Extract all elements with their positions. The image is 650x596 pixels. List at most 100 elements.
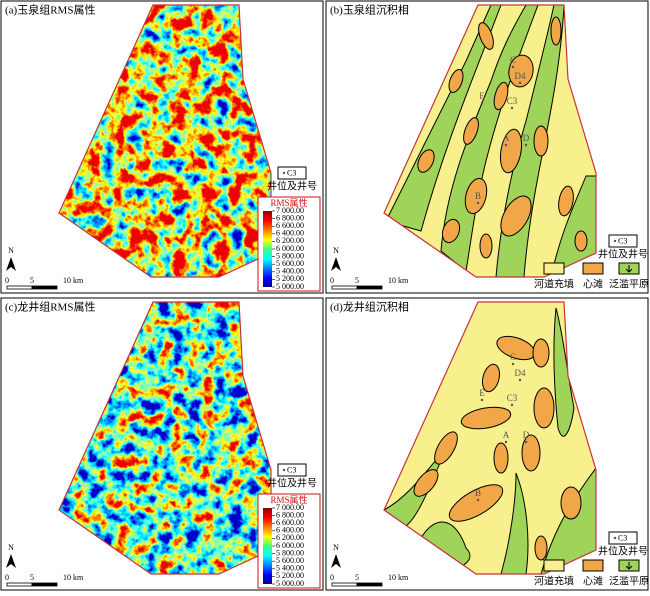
well-legend-label: C3	[618, 236, 627, 245]
scale-bar	[6, 285, 33, 290]
scale-bar	[331, 582, 358, 587]
bar-deposit	[493, 442, 509, 474]
well-label: E	[479, 388, 485, 398]
bar-deposit	[478, 22, 494, 50]
panel-title: (a)玉泉组RMS属性	[5, 3, 95, 17]
bar-deposit	[448, 484, 504, 522]
map-outline	[383, 4, 597, 278]
well-legend-caption: 井位及井号	[598, 247, 648, 260]
well-legend-caption: 井位及井号	[267, 476, 317, 489]
bar-deposit	[500, 195, 532, 237]
well	[518, 81, 522, 85]
bar-deposit	[413, 469, 439, 497]
scale-bar	[356, 285, 383, 290]
colorbar	[263, 211, 272, 287]
legend-swatch	[543, 262, 565, 275]
well	[480, 398, 484, 402]
colorbar-label: 7 000.00	[276, 503, 304, 512]
colorbar-label: 6 800.00	[276, 510, 304, 519]
legend-swatch	[543, 559, 565, 572]
bar-deposit	[533, 387, 555, 429]
well-label: C	[510, 55, 516, 65]
scale-label: 10 km	[388, 573, 409, 582]
well-legend-label: C3	[287, 465, 296, 474]
panel-title: (d)龙井组沉积相	[330, 300, 409, 314]
bar-deposit	[434, 431, 458, 465]
colorbar-label: 6 400.00	[276, 526, 304, 535]
bar-deposit	[558, 185, 574, 217]
colorbar-label: 6 400.00	[276, 229, 304, 238]
panel: C D4 E C3 A D B 河道充填 心滩 泛滥平原 (d)龙井组沉积相 C3 井位及井号 N 0 5 10…	[325, 297, 649, 591]
bar-deposit	[560, 486, 582, 520]
north-arrow	[6, 554, 16, 568]
scale-label: 0	[330, 573, 334, 582]
bar-deposit	[448, 69, 464, 93]
well-symbol	[613, 239, 617, 243]
well-label: B	[475, 488, 481, 498]
well-label: A	[503, 133, 510, 143]
map-outline	[383, 301, 597, 575]
panel: C D4 E C3 A D B 河道充填 心滩 泛滥平原 (b)玉泉组沉积相 C3 井位及井号 N 0 5 10…	[325, 0, 649, 294]
scale-bar	[6, 582, 33, 587]
scale-label: 10 km	[63, 573, 84, 582]
well-label: E	[479, 91, 485, 101]
scale-label: 5	[355, 276, 359, 285]
legend-swatch	[582, 262, 604, 275]
north-arrow	[331, 257, 341, 271]
bar-deposit	[499, 128, 523, 174]
well-legend-box	[277, 463, 307, 477]
colorbar-label: 5 000.00	[276, 282, 304, 291]
scale-label: 0	[5, 573, 9, 582]
colorbar-label: 5 800.00	[276, 251, 304, 260]
legend-label: 泛滥平原	[609, 574, 649, 587]
colorbar-label: 6 000.00	[276, 541, 304, 550]
well-symbol	[282, 171, 286, 175]
well-legend-label: C3	[618, 533, 627, 542]
colorbar-label: 7 000.00	[276, 206, 304, 215]
colorbar	[263, 508, 272, 584]
scale-bar	[31, 285, 58, 290]
colorbar-label: 6 200.00	[276, 533, 304, 542]
scale-label: 0	[5, 276, 9, 285]
north-label: N	[8, 543, 14, 552]
floodplain	[500, 472, 529, 574]
colorbar-label: 5 400.00	[276, 267, 304, 276]
legend-label: 河道充填	[534, 277, 574, 290]
well	[511, 362, 515, 366]
well-label: D	[523, 133, 530, 143]
bar-deposit	[533, 125, 549, 157]
facies-bodies	[385, 5, 596, 277]
colorbar-label: 6 600.00	[276, 221, 304, 230]
well-label: A	[503, 430, 510, 440]
legend-label: 河道充填	[534, 574, 574, 587]
floodplain	[550, 175, 596, 277]
well	[476, 498, 480, 502]
well-label: D	[523, 430, 530, 440]
bar-deposit	[417, 149, 435, 173]
colorbar-label: 6 800.00	[276, 213, 304, 222]
well-legend-box	[608, 234, 638, 248]
colorbar-label: 6 600.00	[276, 518, 304, 527]
floodplain	[553, 307, 575, 437]
colorbar-label: 5 000.00	[276, 579, 304, 588]
well	[524, 440, 528, 444]
north-label: N	[333, 543, 339, 552]
facies-base	[384, 302, 596, 574]
well-legend-box	[277, 166, 307, 180]
bar-deposit	[481, 363, 501, 393]
scale-bar	[356, 582, 383, 587]
scale-bar	[331, 285, 358, 290]
well	[518, 378, 522, 382]
bar-deposit	[532, 338, 550, 368]
well	[510, 106, 514, 110]
panel-title: (c)龙井组RMS属性	[5, 300, 95, 314]
scale-label: 5	[355, 573, 359, 582]
north-label: N	[333, 246, 339, 255]
bar-deposit	[441, 218, 461, 244]
legend-arrow	[625, 265, 633, 273]
bar-deposit	[463, 117, 479, 145]
scale-label: 0	[330, 276, 334, 285]
well-legend-box	[608, 531, 638, 545]
